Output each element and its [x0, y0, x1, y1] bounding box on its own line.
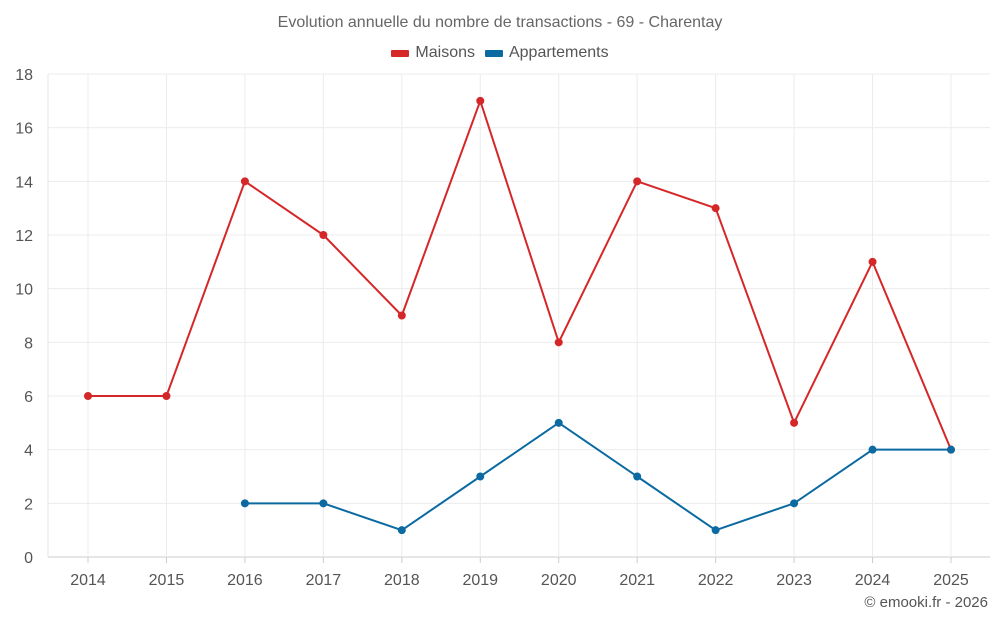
x-tick-label: 2023 — [776, 572, 812, 589]
data-point-maisons[interactable] — [319, 231, 328, 239]
x-tick-label: 2017 — [306, 572, 342, 589]
data-point-maisons[interactable] — [84, 392, 92, 400]
y-tick-label: 10 — [15, 282, 33, 299]
data-point-maisons[interactable] — [633, 177, 642, 186]
data-point-maisons[interactable] — [711, 204, 720, 213]
x-tick-label: 2020 — [541, 572, 577, 589]
y-tick-label: 2 — [24, 496, 33, 513]
data-point-appartements[interactable] — [947, 445, 955, 454]
data-point-appartements[interactable] — [554, 418, 563, 427]
y-tick-label: 14 — [15, 174, 33, 191]
y-tick-label: 18 — [15, 67, 33, 84]
data-point-appartements[interactable] — [790, 499, 799, 508]
x-tick-label: 2024 — [855, 572, 891, 589]
x-tick-label: 2021 — [619, 572, 655, 589]
legend-item-maisons[interactable]: Maisons — [391, 44, 475, 62]
legend: Maisons Appartements — [0, 44, 1000, 62]
data-point-appartements[interactable] — [476, 472, 485, 481]
data-point-maisons[interactable] — [554, 338, 563, 347]
grid — [48, 73, 990, 558]
credit-text: © emooki.fr - 2026 — [864, 594, 988, 611]
y-tick-label: 6 — [24, 389, 33, 406]
axes: 0 2 4 6 8 10 12 14 16 18 2014 2015 2016 2017 2018 2019 2… — [15, 67, 969, 589]
legend-label-maisons: Maisons — [415, 44, 475, 61]
x-tick-label: 2014 — [70, 572, 106, 589]
x-tick-label: 2022 — [698, 572, 734, 589]
data-point-appartements[interactable] — [868, 445, 877, 454]
x-tick-label: 2019 — [462, 572, 498, 589]
chart-title: Evolution annuelle du nombre de transact… — [277, 14, 723, 31]
data-point-appartements[interactable] — [397, 526, 406, 535]
data-point-maisons[interactable] — [162, 392, 171, 400]
data-point-appartements[interactable] — [319, 499, 328, 508]
data-point-maisons[interactable] — [397, 311, 406, 320]
data-point-appartements[interactable] — [240, 499, 249, 508]
data-point-maisons[interactable] — [240, 177, 249, 186]
y-tick-label: 4 — [24, 443, 33, 460]
legend-item-appartements[interactable]: Appartements — [484, 44, 609, 62]
data-point-maisons[interactable] — [868, 257, 877, 266]
x-tick-label: 2018 — [384, 572, 420, 589]
series-group — [84, 96, 955, 535]
y-tick-label: 16 — [15, 121, 33, 138]
legend-swatch-appartements — [484, 49, 503, 57]
series-line-appartements — [244, 421, 951, 532]
x-tick-label: 2025 — [933, 572, 969, 589]
data-point-maisons[interactable] — [476, 96, 485, 105]
x-tick-label: 2016 — [227, 572, 263, 589]
legend-label-appartements: Appartements — [508, 44, 609, 61]
legend-swatch-maisons — [391, 49, 410, 57]
x-tick-label: 2015 — [149, 572, 185, 589]
data-point-appartements[interactable] — [711, 526, 720, 535]
y-tick-label: 8 — [24, 335, 33, 352]
data-point-maisons[interactable] — [790, 418, 799, 427]
y-tick-label: 0 — [24, 550, 33, 567]
series-line-maisons — [88, 99, 952, 451]
y-tick-label: 12 — [15, 228, 33, 245]
data-point-appartements[interactable] — [633, 472, 642, 481]
